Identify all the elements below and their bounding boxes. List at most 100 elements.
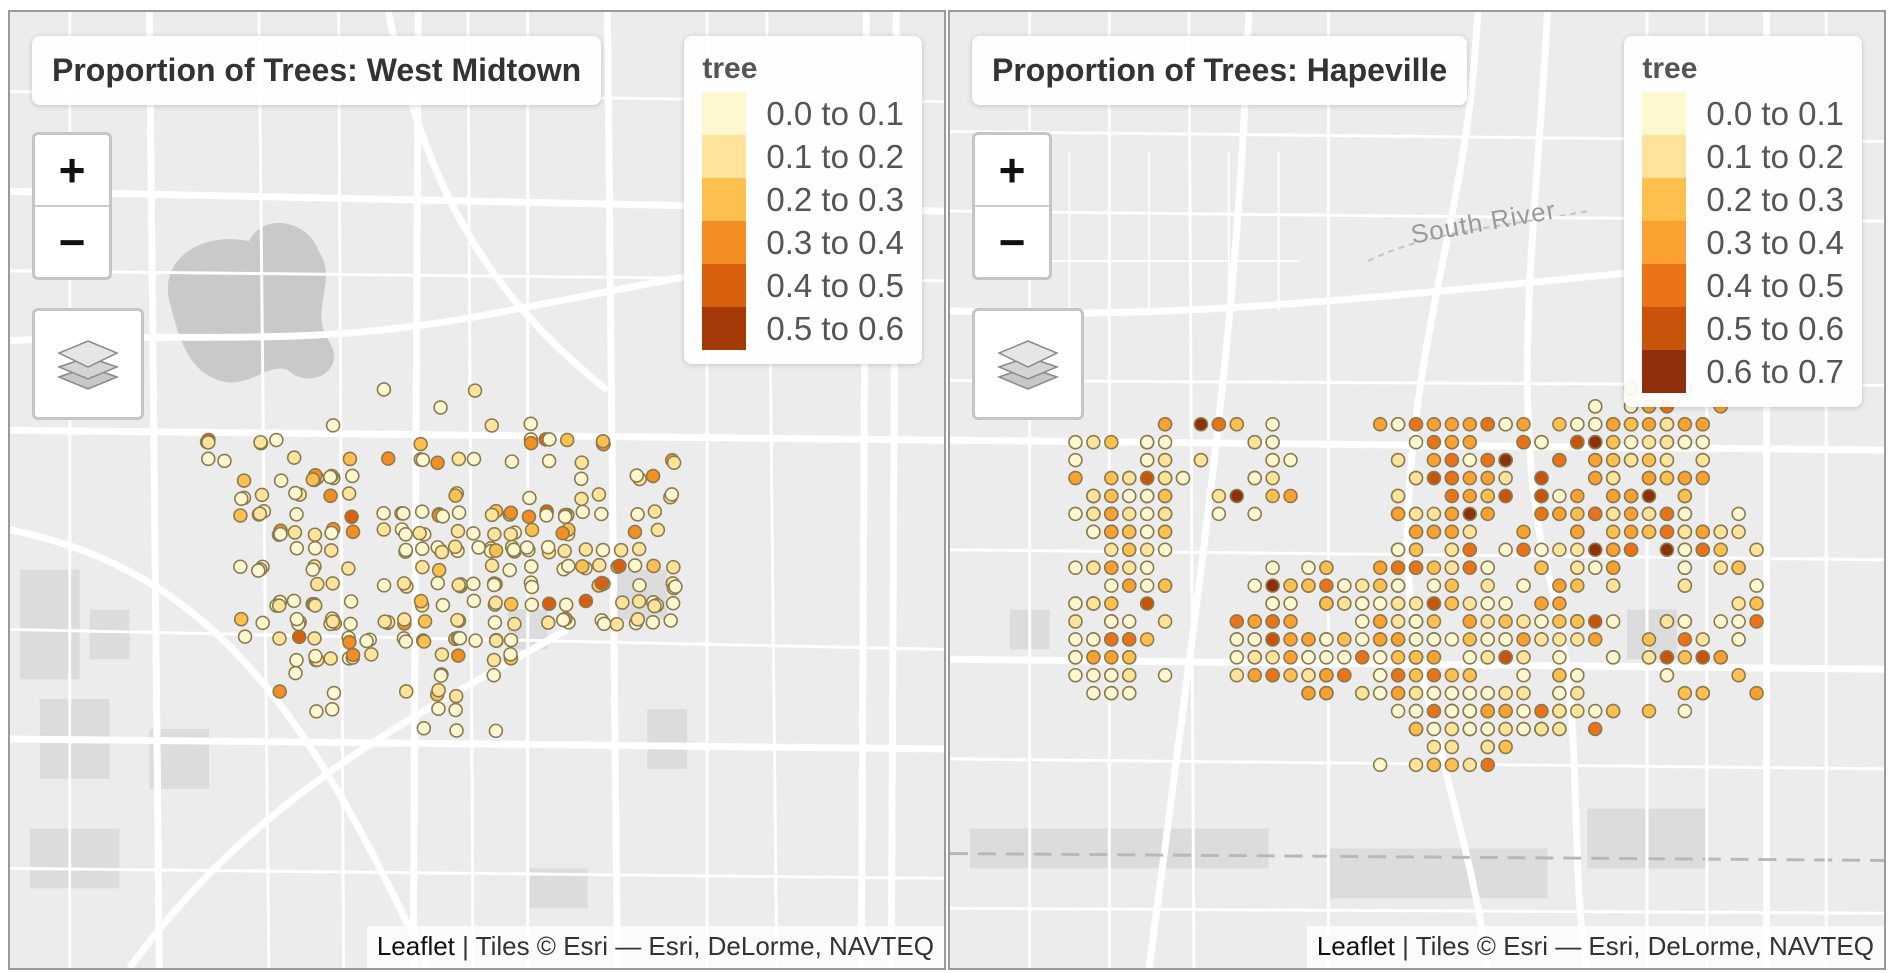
tree-marker[interactable] [309, 704, 324, 719]
tree-marker[interactable] [1534, 560, 1549, 575]
layers-control-button[interactable] [32, 308, 144, 420]
tree-marker[interactable] [1480, 506, 1495, 522]
tree-marker[interactable] [1498, 650, 1513, 665]
tree-marker[interactable] [449, 723, 464, 738]
tree-marker[interactable] [1354, 650, 1370, 665]
tree-marker[interactable] [253, 434, 268, 450]
tree-marker[interactable] [1086, 524, 1101, 540]
tree-marker[interactable] [376, 505, 391, 521]
tree-marker[interactable] [594, 575, 610, 591]
tree-marker[interactable] [1659, 542, 1675, 558]
tree-marker[interactable] [557, 509, 573, 525]
tree-marker[interactable] [1695, 542, 1711, 558]
tree-marker[interactable] [415, 559, 430, 575]
tree-marker[interactable] [1552, 721, 1567, 737]
tree-marker[interactable] [1157, 667, 1173, 683]
tree-marker[interactable] [647, 598, 662, 614]
tree-marker[interactable] [1265, 614, 1280, 629]
tree-marker[interactable] [273, 473, 289, 488]
tree-marker[interactable] [325, 614, 341, 629]
tree-marker[interactable] [1121, 685, 1137, 701]
tree-marker[interactable] [1498, 417, 1513, 432]
tree-marker[interactable] [591, 487, 607, 502]
tree-marker[interactable] [1462, 542, 1478, 558]
tree-marker[interactable] [1372, 632, 1388, 647]
tree-marker[interactable] [1175, 470, 1191, 486]
tree-marker[interactable] [1587, 506, 1603, 522]
tree-marker[interactable] [1372, 578, 1388, 593]
tree-marker[interactable] [1408, 417, 1424, 432]
tree-marker[interactable] [1408, 721, 1424, 737]
tree-marker[interactable] [1408, 632, 1424, 647]
tree-marker[interactable] [488, 723, 504, 739]
tree-marker[interactable] [1104, 650, 1119, 665]
tree-marker[interactable] [1587, 703, 1603, 719]
tree-marker[interactable] [1372, 650, 1388, 665]
tree-marker[interactable] [291, 629, 307, 645]
tree-marker[interactable] [1516, 578, 1531, 593]
tree-marker[interactable] [395, 506, 411, 521]
tree-marker[interactable] [1211, 488, 1227, 504]
tree-marker[interactable] [578, 542, 594, 557]
tree-marker[interactable] [417, 614, 433, 629]
tree-marker[interactable] [233, 611, 249, 627]
tree-marker[interactable] [1605, 703, 1621, 719]
tree-marker[interactable] [1265, 596, 1280, 611]
tree-marker[interactable] [1086, 596, 1101, 611]
tree-marker[interactable] [557, 543, 572, 559]
tree-marker[interactable] [1265, 452, 1280, 468]
tree-marker[interactable] [1319, 560, 1334, 575]
tree-marker[interactable] [664, 487, 680, 502]
tree-marker[interactable] [1301, 560, 1316, 575]
tree-marker[interactable] [1552, 685, 1567, 701]
map-hapeville[interactable]: South River Proportion of Trees: Hapevil… [948, 10, 1886, 970]
tree-marker[interactable] [1480, 417, 1495, 432]
tree-marker[interactable] [524, 579, 540, 595]
tree-marker[interactable] [1462, 560, 1478, 575]
tree-marker[interactable] [1516, 667, 1531, 683]
tree-marker[interactable] [1104, 560, 1119, 575]
tree-marker[interactable] [1480, 703, 1495, 719]
tree-marker[interactable] [1570, 667, 1585, 683]
tree-marker[interactable] [1641, 506, 1657, 522]
tree-marker[interactable] [1157, 614, 1173, 629]
tree-marker[interactable] [1390, 560, 1406, 575]
tree-marker[interactable] [1426, 667, 1442, 683]
tree-marker[interactable] [1157, 452, 1173, 468]
tree-marker[interactable] [594, 506, 609, 522]
tree-marker[interactable] [1677, 703, 1693, 719]
tree-marker[interactable] [1426, 614, 1442, 629]
tree-marker[interactable] [646, 558, 661, 574]
tree-marker[interactable] [1552, 542, 1567, 558]
tree-marker[interactable] [1552, 488, 1567, 504]
tree-marker[interactable] [1283, 452, 1298, 468]
tree-marker[interactable] [1408, 542, 1424, 558]
tree-marker[interactable] [1605, 434, 1621, 450]
tree-marker[interactable] [451, 505, 467, 520]
tree-marker[interactable] [1641, 488, 1657, 504]
tree-marker[interactable] [1157, 417, 1173, 432]
tree-marker[interactable] [413, 593, 429, 609]
zoom-out-button[interactable]: − [975, 205, 1049, 277]
tree-marker[interactable] [1408, 614, 1424, 629]
tree-marker[interactable] [1283, 488, 1298, 504]
tree-marker[interactable] [1229, 632, 1245, 647]
tree-marker[interactable] [1444, 721, 1460, 737]
tree-marker[interactable] [1587, 560, 1603, 575]
tree-marker[interactable] [1265, 488, 1280, 504]
tree-marker[interactable] [430, 575, 446, 591]
tree-marker[interactable] [1372, 757, 1388, 773]
tree-marker[interactable] [539, 508, 554, 523]
zoom-in-button[interactable]: + [58, 144, 86, 196]
tree-marker[interactable] [1121, 632, 1137, 647]
tree-marker[interactable] [1605, 650, 1621, 665]
tree-marker[interactable] [305, 472, 321, 487]
tree-marker[interactable] [487, 527, 502, 542]
layers-control-button[interactable] [972, 308, 1084, 420]
tree-marker[interactable] [1354, 596, 1370, 611]
tree-marker[interactable] [1408, 757, 1424, 773]
tree-marker[interactable] [310, 576, 325, 592]
tree-marker[interactable] [201, 435, 216, 450]
tree-marker[interactable] [1695, 524, 1711, 540]
tree-marker[interactable] [1444, 452, 1460, 468]
